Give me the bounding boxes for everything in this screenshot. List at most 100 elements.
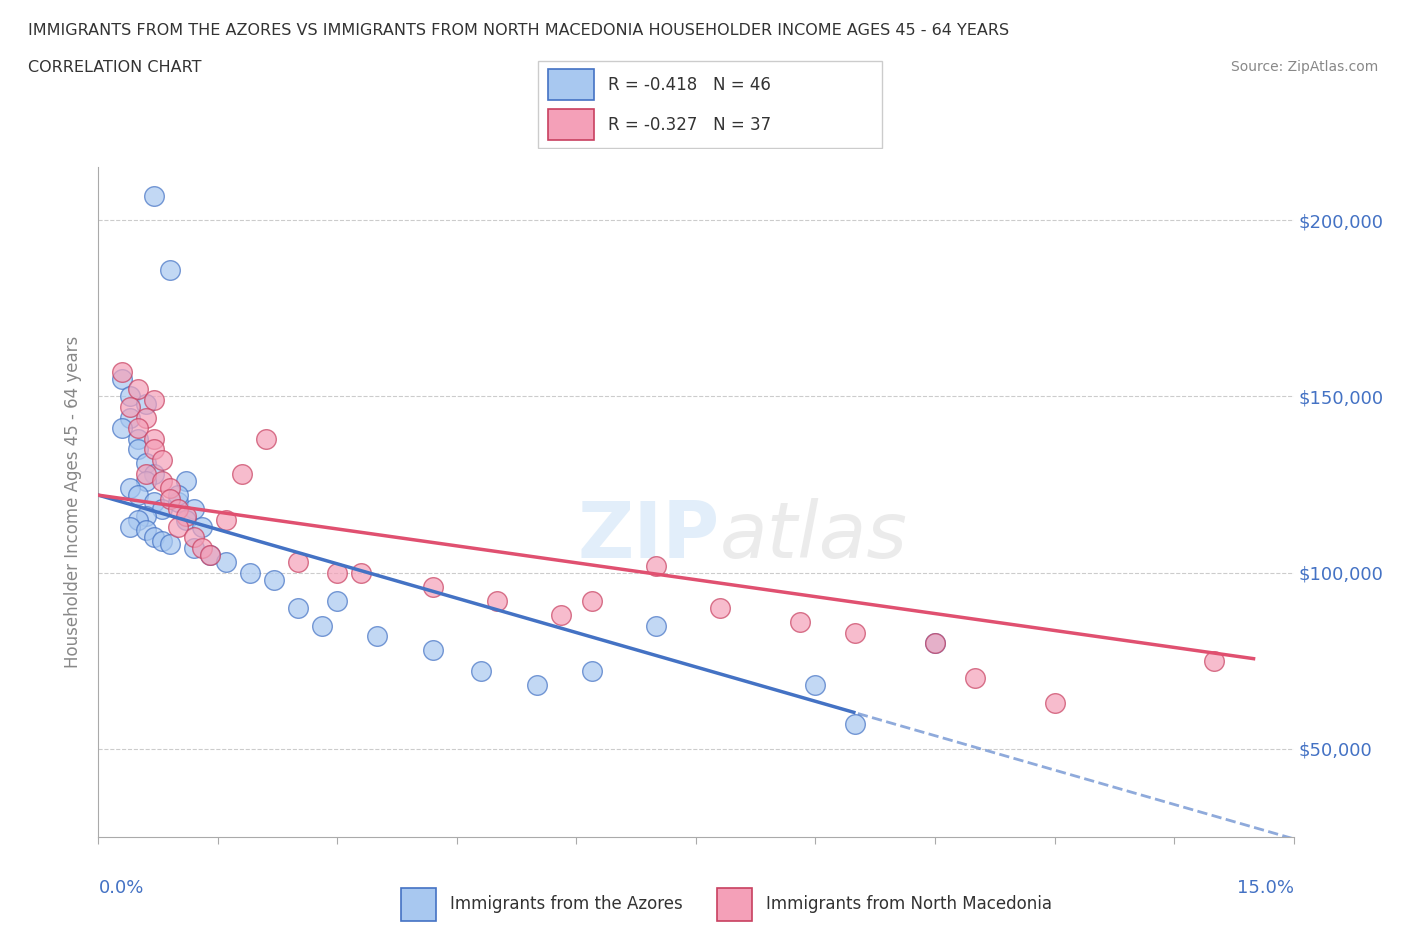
Point — [135, 410, 157, 425]
Point — [287, 601, 309, 616]
Point — [120, 400, 142, 415]
Bar — [717, 887, 752, 921]
Point — [645, 618, 668, 633]
Point — [120, 389, 142, 404]
Point — [924, 636, 946, 651]
Point — [263, 572, 285, 587]
Point — [135, 396, 157, 411]
Point — [135, 473, 157, 488]
Point — [120, 520, 142, 535]
Point — [120, 410, 142, 425]
Text: 0.0%: 0.0% — [98, 879, 143, 897]
Point — [231, 467, 253, 482]
Point — [150, 473, 173, 488]
Point — [287, 554, 309, 569]
FancyBboxPatch shape — [537, 61, 883, 148]
Point — [143, 442, 166, 457]
Point — [789, 615, 811, 630]
Point — [159, 491, 181, 506]
Bar — [401, 887, 436, 921]
Point — [183, 502, 205, 517]
Point — [127, 432, 149, 446]
Point — [143, 392, 166, 407]
Point — [198, 548, 221, 563]
Point — [1043, 696, 1066, 711]
Point — [135, 467, 157, 482]
Point — [135, 509, 157, 524]
Text: Immigrants from the Azores: Immigrants from the Azores — [450, 896, 683, 913]
Point — [550, 607, 572, 622]
Point — [135, 523, 157, 538]
Point — [143, 467, 166, 482]
Point — [198, 548, 221, 563]
Text: Immigrants from North Macedonia: Immigrants from North Macedonia — [766, 896, 1052, 913]
Point — [143, 188, 166, 203]
Point — [174, 512, 197, 527]
Bar — [548, 70, 593, 100]
Text: IMMIGRANTS FROM THE AZORES VS IMMIGRANTS FROM NORTH MACEDONIA HOUSEHOLDER INCOME: IMMIGRANTS FROM THE AZORES VS IMMIGRANTS… — [28, 23, 1010, 38]
Point — [159, 537, 181, 551]
Point — [350, 565, 373, 580]
Text: CORRELATION CHART: CORRELATION CHART — [28, 60, 201, 75]
Point — [150, 534, 173, 549]
Point — [422, 643, 444, 658]
Text: R = -0.418   N = 46: R = -0.418 N = 46 — [609, 75, 770, 94]
Point — [963, 671, 986, 685]
Point — [167, 487, 190, 502]
Point — [844, 717, 866, 732]
Point — [215, 512, 238, 527]
Point — [183, 540, 205, 555]
Point — [159, 481, 181, 496]
Point — [150, 502, 173, 517]
Text: Source: ZipAtlas.com: Source: ZipAtlas.com — [1230, 60, 1378, 74]
Point — [143, 432, 166, 446]
Point — [1202, 654, 1225, 669]
Point — [135, 456, 157, 471]
Text: R = -0.327   N = 37: R = -0.327 N = 37 — [609, 115, 772, 134]
Text: 15.0%: 15.0% — [1236, 879, 1294, 897]
Point — [143, 530, 166, 545]
Point — [167, 520, 190, 535]
Point — [645, 558, 668, 573]
Point — [326, 593, 349, 608]
Y-axis label: Householder Income Ages 45 - 64 years: Householder Income Ages 45 - 64 years — [65, 336, 83, 669]
Point — [422, 579, 444, 594]
Point — [191, 520, 214, 535]
Point — [127, 442, 149, 457]
Point — [804, 678, 827, 693]
Point — [167, 502, 190, 517]
Point — [183, 530, 205, 545]
Point — [127, 487, 149, 502]
Point — [215, 554, 238, 569]
Point — [191, 540, 214, 555]
Point — [120, 481, 142, 496]
Point — [111, 371, 134, 386]
Text: ZIP: ZIP — [578, 498, 720, 574]
Point — [311, 618, 333, 633]
Point — [326, 565, 349, 580]
Point — [485, 593, 508, 608]
Bar — [548, 109, 593, 140]
Point — [709, 601, 731, 616]
Point — [143, 495, 166, 510]
Point — [174, 509, 197, 524]
Point — [844, 625, 866, 640]
Point — [111, 365, 134, 379]
Point — [127, 512, 149, 527]
Point — [127, 382, 149, 397]
Point — [366, 629, 388, 644]
Point — [167, 495, 190, 510]
Point — [239, 565, 262, 580]
Point — [581, 593, 603, 608]
Point — [150, 453, 173, 468]
Point — [254, 432, 277, 446]
Point — [526, 678, 548, 693]
Point — [159, 262, 181, 277]
Point — [470, 664, 492, 679]
Point — [127, 420, 149, 435]
Point — [111, 420, 134, 435]
Point — [174, 473, 197, 488]
Text: atlas: atlas — [720, 498, 908, 574]
Point — [581, 664, 603, 679]
Point — [924, 636, 946, 651]
